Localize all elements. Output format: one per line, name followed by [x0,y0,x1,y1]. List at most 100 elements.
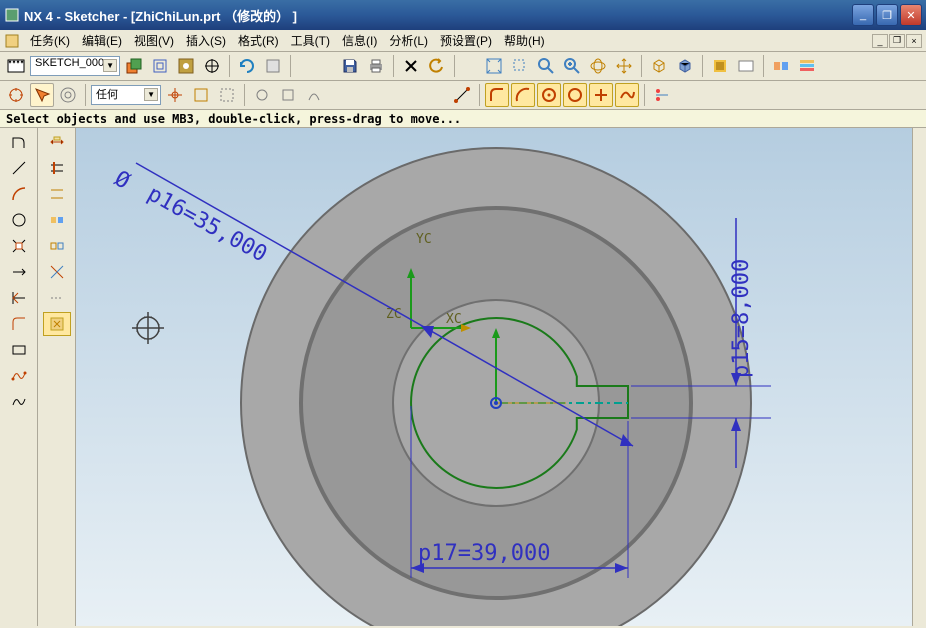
select-tool-1[interactable] [4,83,28,107]
filter-value: 任何 [96,89,118,101]
dim-p17-text: p17=39,000 [418,541,550,566]
menu-help[interactable]: 帮助(H) [498,30,551,51]
point-tool[interactable] [589,83,613,107]
menu-tools[interactable]: 工具(T) [285,30,336,51]
minimize-button[interactable]: _ [852,4,874,26]
xc-label: XC [446,312,462,327]
menu-edit[interactable]: 编辑(E) [76,30,128,51]
sketch-name-select[interactable]: SKETCH_000 [30,56,120,76]
sketch-name-value: SKETCH_000 [35,57,104,69]
rectangle-tool[interactable] [5,338,33,362]
circle2-tool[interactable] [5,208,33,232]
menu-task[interactable]: 任务(K) [24,30,76,51]
right-scrollbar[interactable] [912,128,926,626]
quick-extend-tool[interactable] [5,260,33,284]
line-tool[interactable] [450,83,474,107]
doc-icon [4,33,20,49]
animate-dim-tool[interactable] [43,260,71,284]
alternate-sol-tool[interactable] [43,312,71,336]
sel-btn-3[interactable] [302,83,326,107]
menu-info[interactable]: 信息(I) [336,30,383,51]
general-select-button[interactable] [189,83,213,107]
hint-bar: Select objects and use MB3, double-click… [0,110,926,128]
zoom-button[interactable] [560,54,584,78]
trim-tool[interactable] [650,83,674,107]
fillet-tool[interactable] [485,83,509,107]
constraints-tool[interactable] [43,156,71,180]
finish-sketch-button[interactable] [4,54,28,78]
window-title: NX 4 - Sketcher - [ZhiChiLun.prt （修改的） ] [24,6,852,25]
cursor-crosshair-icon [132,312,164,344]
maximize-button[interactable]: ❐ [876,4,898,26]
rect-select-button[interactable] [215,83,239,107]
sketch-canvas[interactable]: YC XC ZC Ø p16=35,000 p15=8,000 [76,128,912,626]
filter-select[interactable]: 任何 [91,85,161,105]
line2-tool[interactable] [5,156,33,180]
close-button[interactable]: ✕ [900,4,922,26]
update-model-button[interactable] [235,54,259,78]
menu-format[interactable]: 格式(R) [232,30,285,51]
spline-tool[interactable] [615,83,639,107]
left-toolbox-1 [0,128,38,626]
make-corner-tool[interactable] [5,286,33,310]
delay-eval-button[interactable] [200,54,224,78]
select-tool-3[interactable] [56,83,80,107]
ellipse-tool[interactable] [563,83,587,107]
select-tool-2[interactable] [30,83,54,107]
mdi-close-button[interactable]: × [906,34,922,48]
inferred-dim-tool[interactable] [43,130,71,154]
dim-p16-text: p16=35,000 [143,181,271,267]
undo-button[interactable] [425,54,449,78]
create-positioned-button[interactable] [174,54,198,78]
orient-view-button[interactable] [122,54,146,78]
menu-insert[interactable]: 插入(S) [180,30,232,51]
yc-label: YC [416,232,432,247]
selection-scope-button[interactable] [163,83,187,107]
sketch-drawing: YC XC ZC Ø p16=35,000 p15=8,000 [76,128,912,626]
render-mode-button[interactable] [708,54,732,78]
fillet2-tool[interactable] [5,312,33,336]
save-button[interactable] [338,54,362,78]
reattach-button[interactable] [148,54,172,78]
show-no-constraints-tool[interactable] [43,234,71,258]
dim-p15-text: p15=8,000 [729,259,754,378]
clip-button[interactable] [769,54,793,78]
print-button[interactable] [364,54,388,78]
circle-tool[interactable] [537,83,561,107]
tool-btn-7[interactable] [261,54,285,78]
studio-spline-tool[interactable] [5,364,33,388]
dim-p16-symbol: Ø [110,166,134,194]
cut-button[interactable] [399,54,423,78]
zoom-in-out-button[interactable] [534,54,558,78]
mdi-restore-button[interactable]: ❐ [889,34,905,48]
menu-presets[interactable]: 预设置(P) [434,30,498,51]
see-thru-button[interactable] [734,54,758,78]
toolbar-1: SKETCH_000 [0,52,926,81]
zoom-area-button[interactable] [508,54,532,78]
app-icon [4,7,20,23]
toolbar-2: 任何 [0,81,926,110]
fit-view-button[interactable] [482,54,506,78]
menubar: 任务(K) 编辑(E) 视图(V) 插入(S) 格式(R) 工具(T) 信息(I… [0,30,926,52]
main-area: YC XC ZC Ø p16=35,000 p15=8,000 [0,128,926,626]
show-constraints-tool[interactable] [43,208,71,232]
sel-btn-2[interactable] [276,83,300,107]
rotate-button[interactable] [586,54,610,78]
mdi-minimize-button[interactable]: _ [872,34,888,48]
auto-constrain-tool[interactable] [43,182,71,206]
layer-button[interactable] [795,54,819,78]
menu-analysis[interactable]: 分析(L) [383,30,434,51]
fit-spline-tool[interactable] [5,390,33,414]
pan-button[interactable] [612,54,636,78]
titlebar: NX 4 - Sketcher - [ZhiChiLun.prt （修改的） ]… [0,0,926,30]
profile-tool[interactable] [5,130,33,154]
arc-tool[interactable] [511,83,535,107]
quick-trim-tool[interactable] [5,234,33,258]
menu-view[interactable]: 视图(V) [128,30,180,51]
shaded-button[interactable] [673,54,697,78]
convert-ref-tool[interactable] [43,286,71,310]
sel-btn-1[interactable] [250,83,274,107]
left-toolbox-2 [38,128,76,626]
arc2-tool[interactable] [5,182,33,206]
wireframe-button[interactable] [647,54,671,78]
